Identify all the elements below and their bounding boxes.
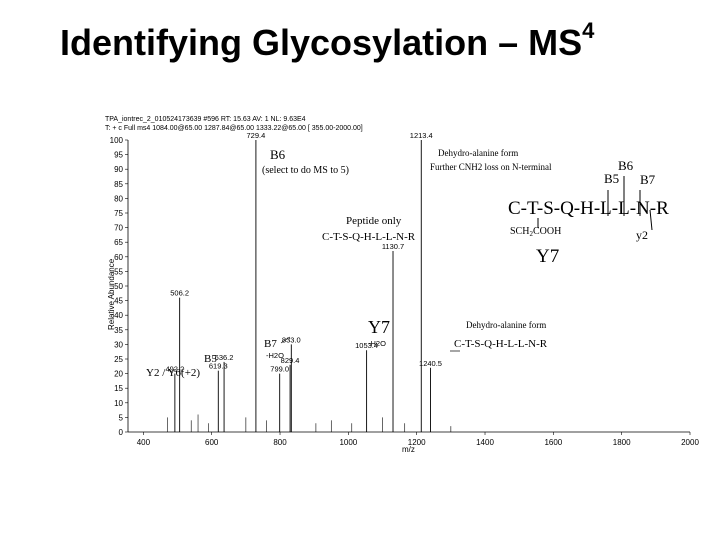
annotation-select-note: (select to do MS to 5) [262, 165, 349, 176]
annotation-b6: B6 [270, 147, 286, 162]
inset-b7: B7 [640, 172, 656, 187]
peak-label-1240.5: 1240.5 [419, 359, 442, 368]
inset-b6: B6 [618, 158, 634, 173]
y-tick-label: 95 [114, 151, 123, 160]
peak-label-729.4: 729.4 [247, 131, 266, 140]
y-tick-label: 0 [119, 428, 124, 437]
y-tick-label: 60 [114, 253, 123, 262]
y-tick-label: 10 [114, 399, 123, 408]
y-tick-label: 45 [114, 297, 123, 306]
annotation-peptide-only: Peptide only [346, 215, 402, 227]
y-tick-label: 55 [114, 267, 123, 276]
annotation-dehydro-line1: Dehydro-alanine form [438, 148, 518, 158]
peak-label-833.0: 833.0 [282, 335, 301, 344]
peak-label-1213.4: 1213.4 [410, 131, 433, 140]
peak-label-636.2: 636.2 [215, 353, 234, 362]
x-tick-label: 600 [205, 438, 219, 447]
y-tick-label: 85 [114, 180, 123, 189]
y-axis-label: Relative Abundance [107, 258, 116, 330]
y-tick-label: 80 [114, 194, 123, 203]
slide-title-text: Identifying Glycosylation – MS [60, 22, 583, 63]
spectrum-header-line2: T: + c Full ms4 1084.00@65.00 1287.84@65… [105, 125, 363, 132]
y-tick-label: 20 [114, 370, 123, 379]
x-tick-label: 1600 [544, 438, 562, 447]
annotation-dehydro-form: Dehydro-alanine form [466, 320, 546, 330]
annotation-y7-mid: Y7 [368, 317, 390, 337]
peak-label-799.0: 799.0 [270, 365, 289, 374]
annotation-dehydro-sequence: C-T-S-Q-H-L-L-N-R [454, 338, 548, 350]
annotation-b7: B7 [264, 338, 277, 350]
x-tick-label: 1400 [476, 438, 494, 447]
x-axis-label: m/z [402, 445, 415, 454]
y-tick-label: 90 [114, 165, 123, 174]
peak-label-492.2: 492.2 [165, 365, 184, 374]
y-tick-label: 25 [114, 355, 123, 364]
spectrum-peaks [166, 140, 452, 432]
y-tick-label: 30 [114, 340, 123, 349]
peak-label-619.3: 619.3 [209, 362, 228, 371]
y-tick-label: 5 [119, 413, 124, 422]
inset-sequence: C-T-S-Q-H-L-L-N-R [508, 198, 669, 219]
y-tick-label: 70 [114, 224, 123, 233]
inset-b5: B5 [604, 171, 619, 186]
inset-y2: y2 [636, 228, 648, 242]
annotation-h2o-loss-a: -H2O [368, 339, 386, 348]
x-tick-label: 2000 [681, 438, 699, 447]
inset-side-chain: SCH2COOH [510, 226, 561, 238]
inset-y7: Y7 [536, 246, 559, 267]
b7-pointer-line [280, 336, 291, 344]
slide-title: Identifying Glycosylation – MS4 [60, 18, 594, 64]
x-ticks: 400 600 800 1000 1200 1400 1600 1800 2000 [137, 432, 699, 447]
annotation-y2-y6: Y2 / Y6(+2) [146, 367, 200, 379]
y-tick-label: 15 [114, 384, 123, 393]
y-tick-label: 100 [110, 136, 124, 145]
x-tick-label: 1000 [339, 438, 357, 447]
peak-label-1053.4: 1053.4 [355, 341, 378, 350]
annotation-h2o-loss-b: -H2O [266, 351, 284, 360]
annotation-dehydro-line2: Further CNH2 loss on N-terminal [430, 162, 552, 172]
x-tick-label: 1800 [613, 438, 631, 447]
y-tick-label: 35 [114, 326, 123, 335]
y-tick-label: 40 [114, 311, 123, 320]
y-tick-label: 75 [114, 209, 123, 218]
peak-label-829.4: 829.4 [281, 356, 300, 365]
fragmentation-inset: B6 B5 B7 C-T-S-Q-H-L-L-N-R SCH2COOH y2 Y… [508, 158, 669, 267]
y-tick-label: 50 [114, 282, 123, 291]
x-tick-label: 400 [137, 438, 151, 447]
y-tick-label: 65 [114, 238, 123, 247]
annotation-peptide-sequence: C-T-S-Q-H-L-L-N-R [322, 231, 416, 243]
cleavage-mark-y2 [649, 209, 653, 231]
x-tick-label: 1200 [408, 438, 426, 447]
annotation-b5: B5 [204, 353, 217, 365]
x-tick-label: 800 [273, 438, 287, 447]
spectrum-header-line1: TPA_iontrec_2_010524173639 #596 RT: 15.6… [105, 116, 306, 123]
slide-title-superscript: 4 [582, 18, 595, 43]
y-ticks: 0 5 10 15 20 25 30 35 40 45 50 55 60 65 70 75 80 85 90 95 10… [110, 136, 128, 437]
peak-label-1130.7: 1130.7 [382, 242, 404, 251]
peak-label-506.2: 506.2 [170, 289, 189, 298]
